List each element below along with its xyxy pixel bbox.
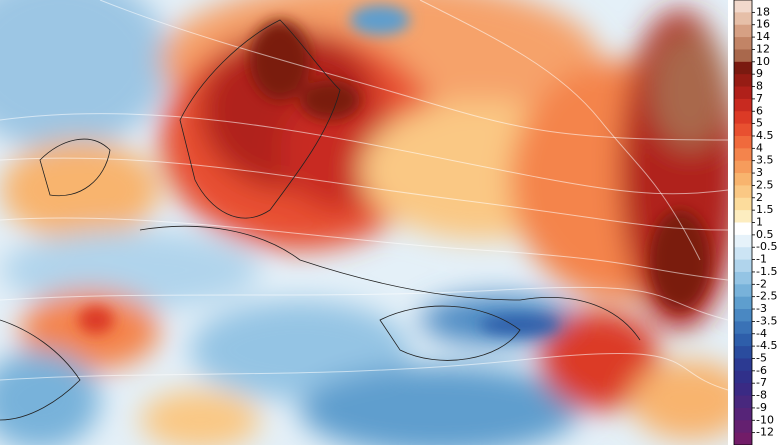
colorbar-label: 3 [756,166,763,179]
colorbar-label: -3 [756,302,767,315]
colorbar-label: 3.5 [756,154,774,167]
map [0,0,728,445]
colorbar-bin [734,12,752,26]
colorbar-bin [734,395,752,409]
colorbar-label: 8 [756,80,763,93]
colorbar-label: -5 [756,351,767,364]
wind-streamlines [0,0,728,391]
colorbar-label: -7 [756,376,767,389]
colorbar-bin [734,49,752,63]
colorbar-label: 10 [756,55,770,68]
colorbar-bin [734,247,752,261]
colorbar-label: -8 [756,389,767,402]
colorbar-bin [734,0,752,13]
colorbar-label: 7 [756,92,763,105]
colorbar-label: 4.5 [756,129,774,142]
colorbar: 1816141210987654.543.532.521.510.5-0.5-1… [733,0,777,445]
colorbar-label: 16 [756,18,770,31]
colorbar-bin [734,148,752,162]
colorbar-bin [734,197,752,211]
colorbar-label: -6 [756,364,767,377]
colorbar-bin [734,74,752,88]
colorbar-bin [734,420,752,434]
colorbar-bin [734,432,752,445]
colorbar-label: -10 [756,413,774,426]
colorbar-label: 12 [756,42,770,55]
colorbar-label: -3.5 [756,314,777,327]
colorbar-label: 9 [756,67,763,80]
colorbar-bin [734,234,752,248]
colorbar-bin [734,111,752,125]
colorbar-bin [734,135,752,149]
colorbar-bin [734,173,752,186]
colorbar-bin [734,259,752,273]
colorbar-bin [734,346,752,359]
colorbar-bin [734,358,752,372]
colorbar-label: -1.5 [756,265,777,278]
colorbar-bin [734,321,752,335]
colorbar-label: -2 [756,277,767,290]
colorbar-label: -4.5 [756,339,777,352]
colorbar-label: 14 [756,30,770,43]
colorbar-label: -1 [756,253,767,266]
colorbar-bin [734,284,752,298]
colorbar-bin [734,407,752,421]
colorbar-bin [734,309,752,322]
colorbar-bin [734,185,752,199]
colorbar-label: 18 [756,5,770,18]
colorbar-label: 0.5 [756,228,774,241]
colorbar-label: -2.5 [756,290,777,303]
colorbar-label: 2.5 [756,178,774,191]
colorbar-label: 6 [756,104,763,117]
colorbar-label: 1.5 [756,203,774,216]
colorbar-label: -4 [756,327,767,340]
colorbar-label: -9 [756,401,767,414]
colorbar-label: 5 [756,117,763,130]
colorbar-bin [734,160,752,174]
colorbar-label: -0.5 [756,240,777,253]
colorbar-label: -12 [756,426,774,439]
colorbar-bin [734,61,752,75]
colorbar-bin [734,37,752,50]
colorbar-bin [734,86,752,100]
colorbar-bin [734,383,752,397]
colorbar-bin [734,210,752,223]
colorbar-bin [734,98,752,112]
colorbar-bin [734,333,752,347]
colorbar-bin [734,370,752,384]
coastlines [0,19,641,421]
colorbar-bin [734,222,752,236]
colorbar-bin [734,24,752,38]
colorbar-bin [734,123,752,137]
colorbar-bin [734,271,752,285]
colorbar-label: 1 [756,216,763,229]
colorbar-label: 4 [756,141,763,154]
colorbar-label: 2 [756,191,763,204]
colorbar-bin [734,296,752,310]
